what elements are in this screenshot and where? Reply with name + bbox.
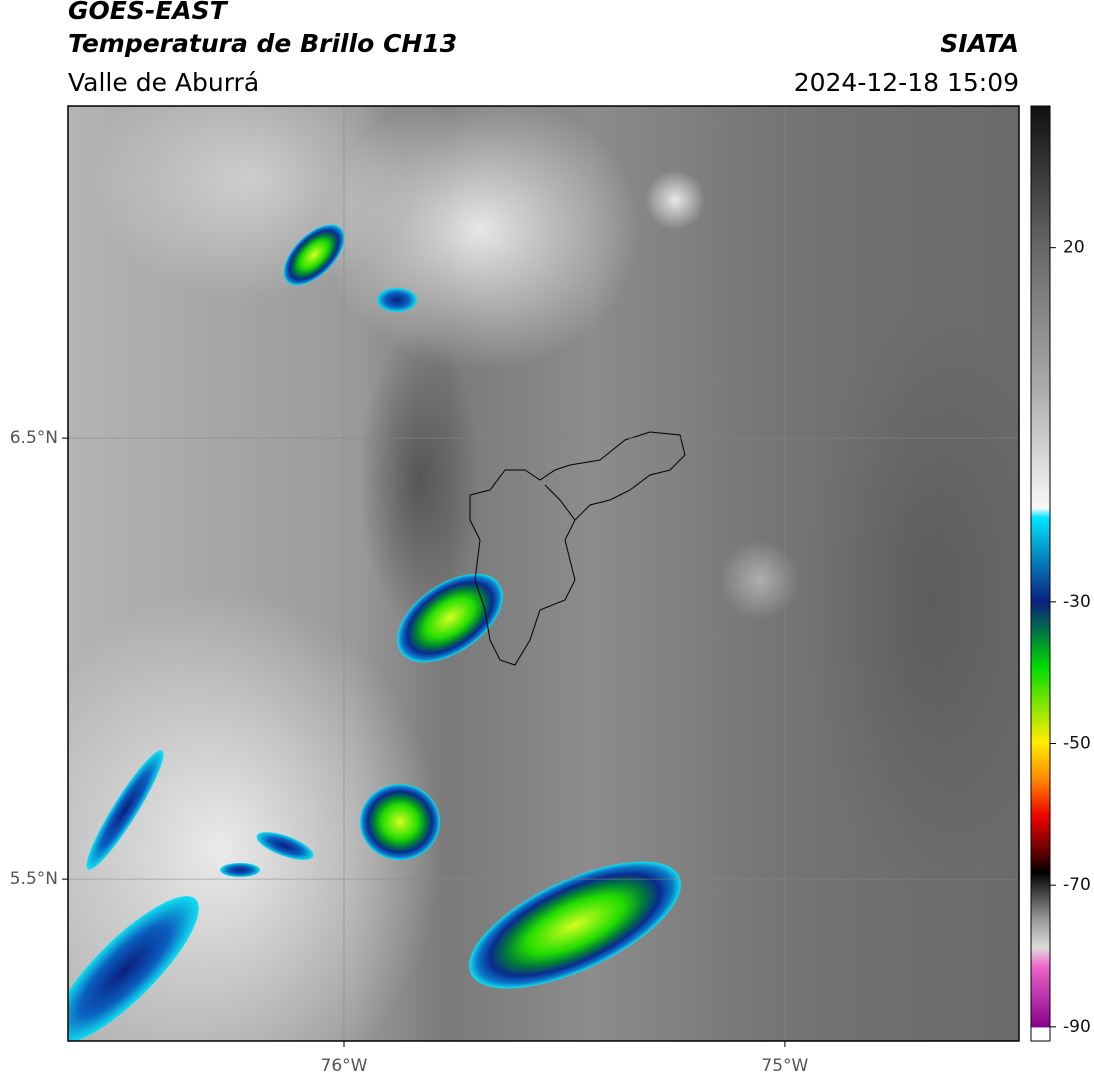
- colorbar-tick-label: -50: [1063, 734, 1091, 754]
- source: SIATA: [940, 29, 1019, 58]
- timestamp: 2024-12-18 15:09: [794, 68, 1019, 97]
- colorbar-tick-label: -90: [1063, 1017, 1091, 1037]
- colorbar-tick-label: 20: [1063, 238, 1085, 258]
- region: Valle de Aburrá: [68, 68, 259, 97]
- x-tick-label: 75°W: [761, 1056, 808, 1076]
- y-tick-label: 6.5°N: [10, 428, 58, 448]
- satellite-image: [68, 106, 1019, 1041]
- colorbar: [1030, 105, 1051, 1042]
- colorbar-tick-label: -70: [1063, 875, 1091, 895]
- x-tick-label: 76°W: [321, 1056, 368, 1076]
- grid: [68, 106, 1019, 1041]
- y-tick-label: 5.5°N: [10, 869, 58, 889]
- title: GOES-EAST: [68, 0, 229, 25]
- colorbar-tick-label: -30: [1063, 592, 1091, 612]
- subtitle: Temperatura de Brillo CH13: [68, 29, 457, 58]
- map-frame: [67, 105, 1020, 1042]
